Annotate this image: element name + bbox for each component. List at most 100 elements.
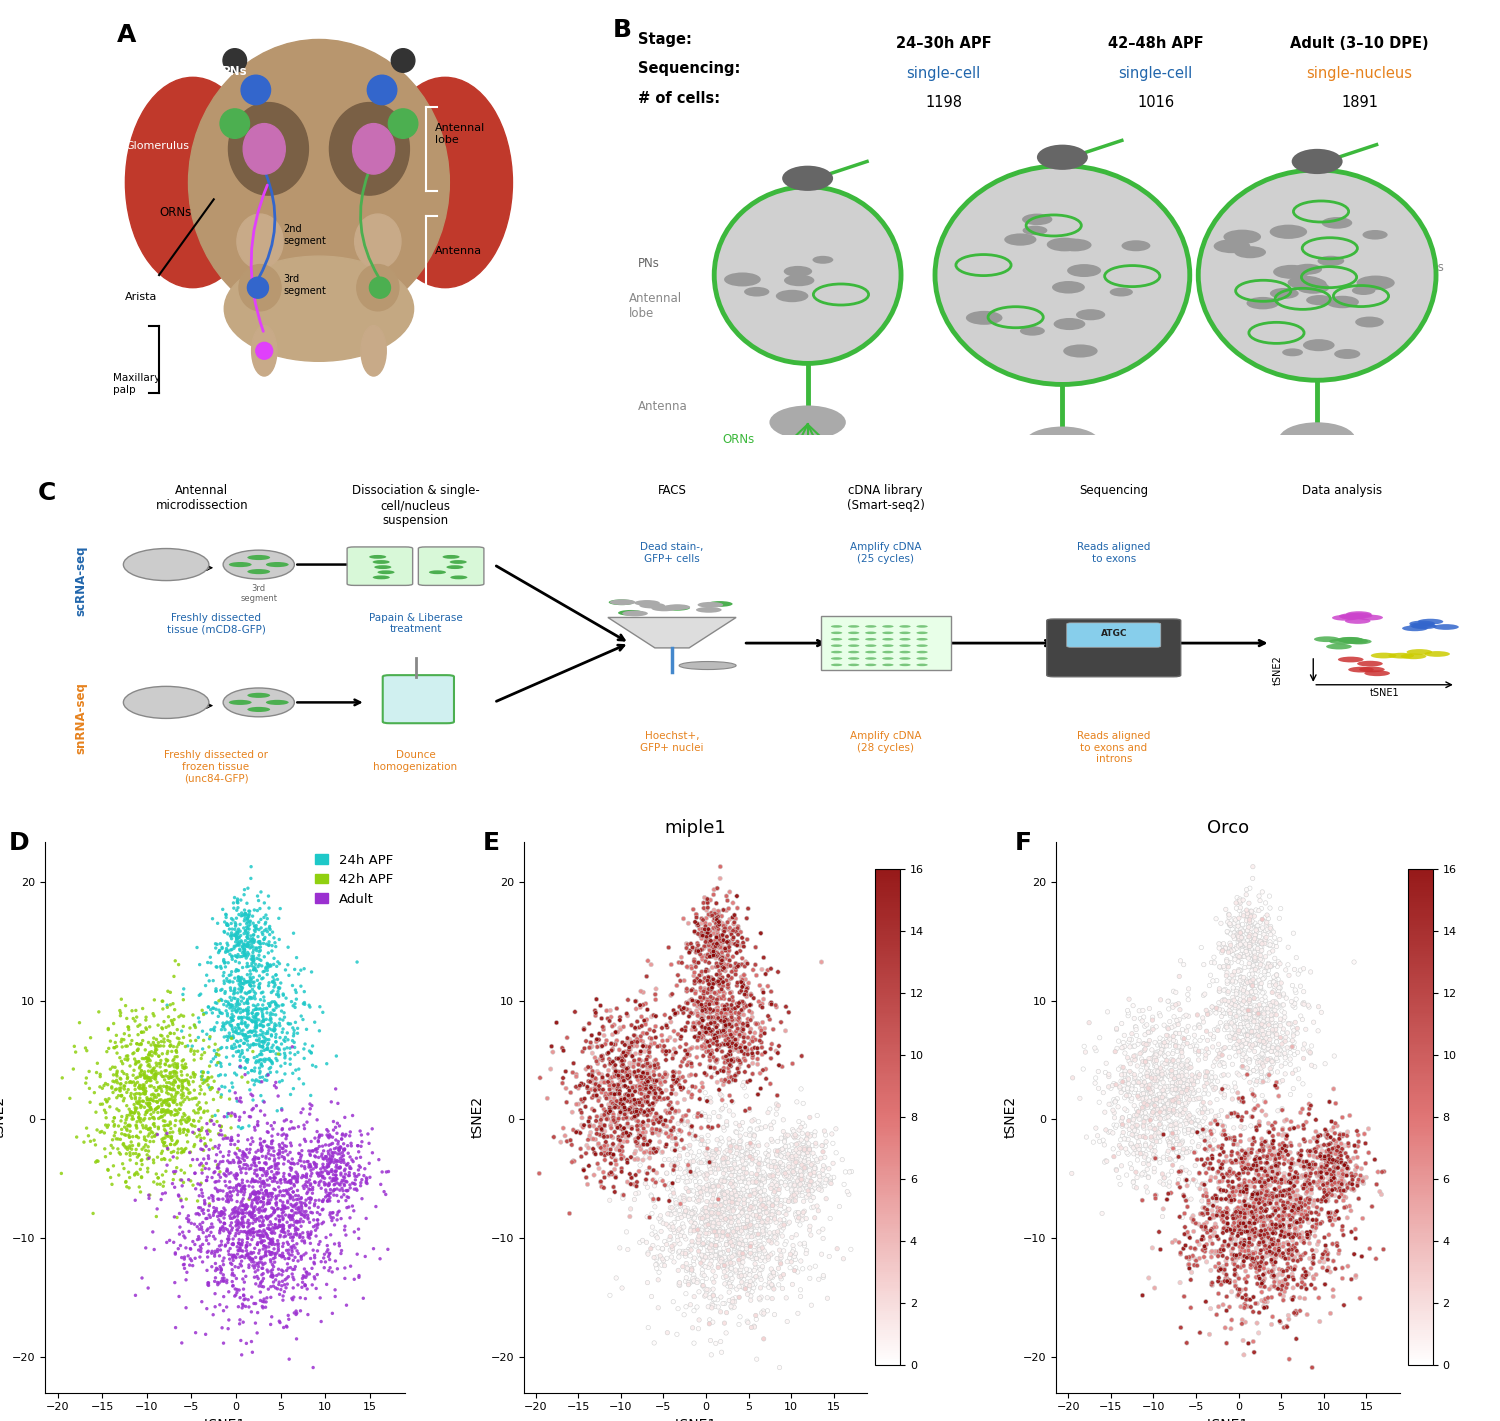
Point [1286, 1115, 1310, 1138]
Point [616, 1063, 640, 1086]
Point [286, 1057, 310, 1080]
Point [627, 1124, 651, 1147]
Point [1304, 1161, 1328, 1184]
Point [1244, 1007, 1268, 1030]
Point [136, 1184, 160, 1206]
Point [710, 1069, 734, 1091]
Point [195, 1069, 219, 1091]
Point [1238, 963, 1262, 986]
Point [320, 1209, 344, 1232]
Point [1114, 1084, 1138, 1107]
Point [1224, 982, 1248, 1005]
Point [298, 1232, 322, 1255]
Point [638, 1093, 662, 1115]
Point [678, 1219, 702, 1242]
Point [1146, 1074, 1170, 1097]
Point [783, 1256, 807, 1279]
Point [1239, 1079, 1263, 1101]
Point [96, 1114, 120, 1137]
Point [676, 1181, 700, 1204]
Point [1298, 996, 1322, 1019]
Point [1132, 1071, 1156, 1094]
Point [294, 1266, 318, 1289]
Point [1234, 1285, 1258, 1307]
Point [266, 1037, 290, 1060]
Point [723, 1145, 747, 1168]
Point [1220, 1225, 1244, 1248]
Point [88, 1066, 112, 1088]
Point [228, 1017, 252, 1040]
Point [320, 1158, 344, 1181]
Point [340, 1150, 364, 1172]
Point [1322, 1115, 1346, 1138]
Point [309, 1250, 333, 1273]
Point [747, 1287, 771, 1310]
Point [1208, 1266, 1231, 1289]
Point [184, 1087, 209, 1110]
Point [126, 1133, 150, 1155]
Point [1101, 1121, 1125, 1144]
Point [288, 1134, 312, 1157]
Point [1260, 1250, 1284, 1273]
Point [1281, 1226, 1305, 1249]
Point [240, 1218, 264, 1241]
Point [1173, 1117, 1197, 1140]
Text: F: F [1016, 831, 1032, 854]
Point [598, 1053, 622, 1076]
Point [1256, 911, 1280, 934]
Point [610, 1060, 634, 1083]
Point [1108, 1172, 1132, 1195]
Point [243, 1162, 267, 1185]
Point [1262, 1222, 1286, 1245]
Point [698, 952, 721, 975]
Point [240, 1022, 264, 1044]
Point [696, 918, 720, 941]
Point [722, 1091, 746, 1114]
Point [753, 1171, 777, 1194]
Point [1128, 1070, 1152, 1093]
Point [710, 1009, 734, 1032]
Point [272, 1195, 296, 1218]
Point [1266, 1152, 1290, 1175]
Point [669, 1026, 693, 1049]
Circle shape [392, 48, 416, 72]
Point [1210, 1293, 1234, 1316]
Point [1245, 1184, 1269, 1206]
Point [1152, 1090, 1176, 1113]
Point [298, 1223, 322, 1246]
Point [681, 1076, 705, 1098]
Point [138, 1145, 162, 1168]
Point [298, 1144, 322, 1167]
Point [224, 935, 248, 958]
Point [1270, 1194, 1294, 1216]
Point [1250, 1157, 1274, 1179]
Point [1221, 1130, 1245, 1152]
Point [620, 1091, 644, 1114]
Point [1264, 1178, 1288, 1201]
Point [663, 1140, 687, 1162]
Point [694, 958, 718, 980]
Point [730, 1255, 754, 1277]
Point [312, 1188, 336, 1211]
Point [1114, 1128, 1138, 1151]
Point [698, 1087, 721, 1110]
Point [254, 1145, 278, 1168]
Point [232, 1246, 256, 1269]
Point [686, 968, 709, 990]
Point [170, 1175, 194, 1198]
Point [615, 1027, 639, 1050]
Point [1294, 1206, 1318, 1229]
Point [267, 1037, 291, 1060]
Point [609, 1091, 633, 1114]
Point [118, 1114, 142, 1137]
Point [808, 1178, 832, 1201]
Point [1260, 1221, 1284, 1243]
Point [209, 1063, 232, 1086]
Point [1238, 1007, 1262, 1030]
Point [705, 992, 729, 1015]
Point [231, 1310, 255, 1333]
Point [1234, 1145, 1258, 1168]
Point [1252, 1223, 1276, 1246]
Point [1240, 1025, 1264, 1047]
Point [260, 1185, 284, 1208]
